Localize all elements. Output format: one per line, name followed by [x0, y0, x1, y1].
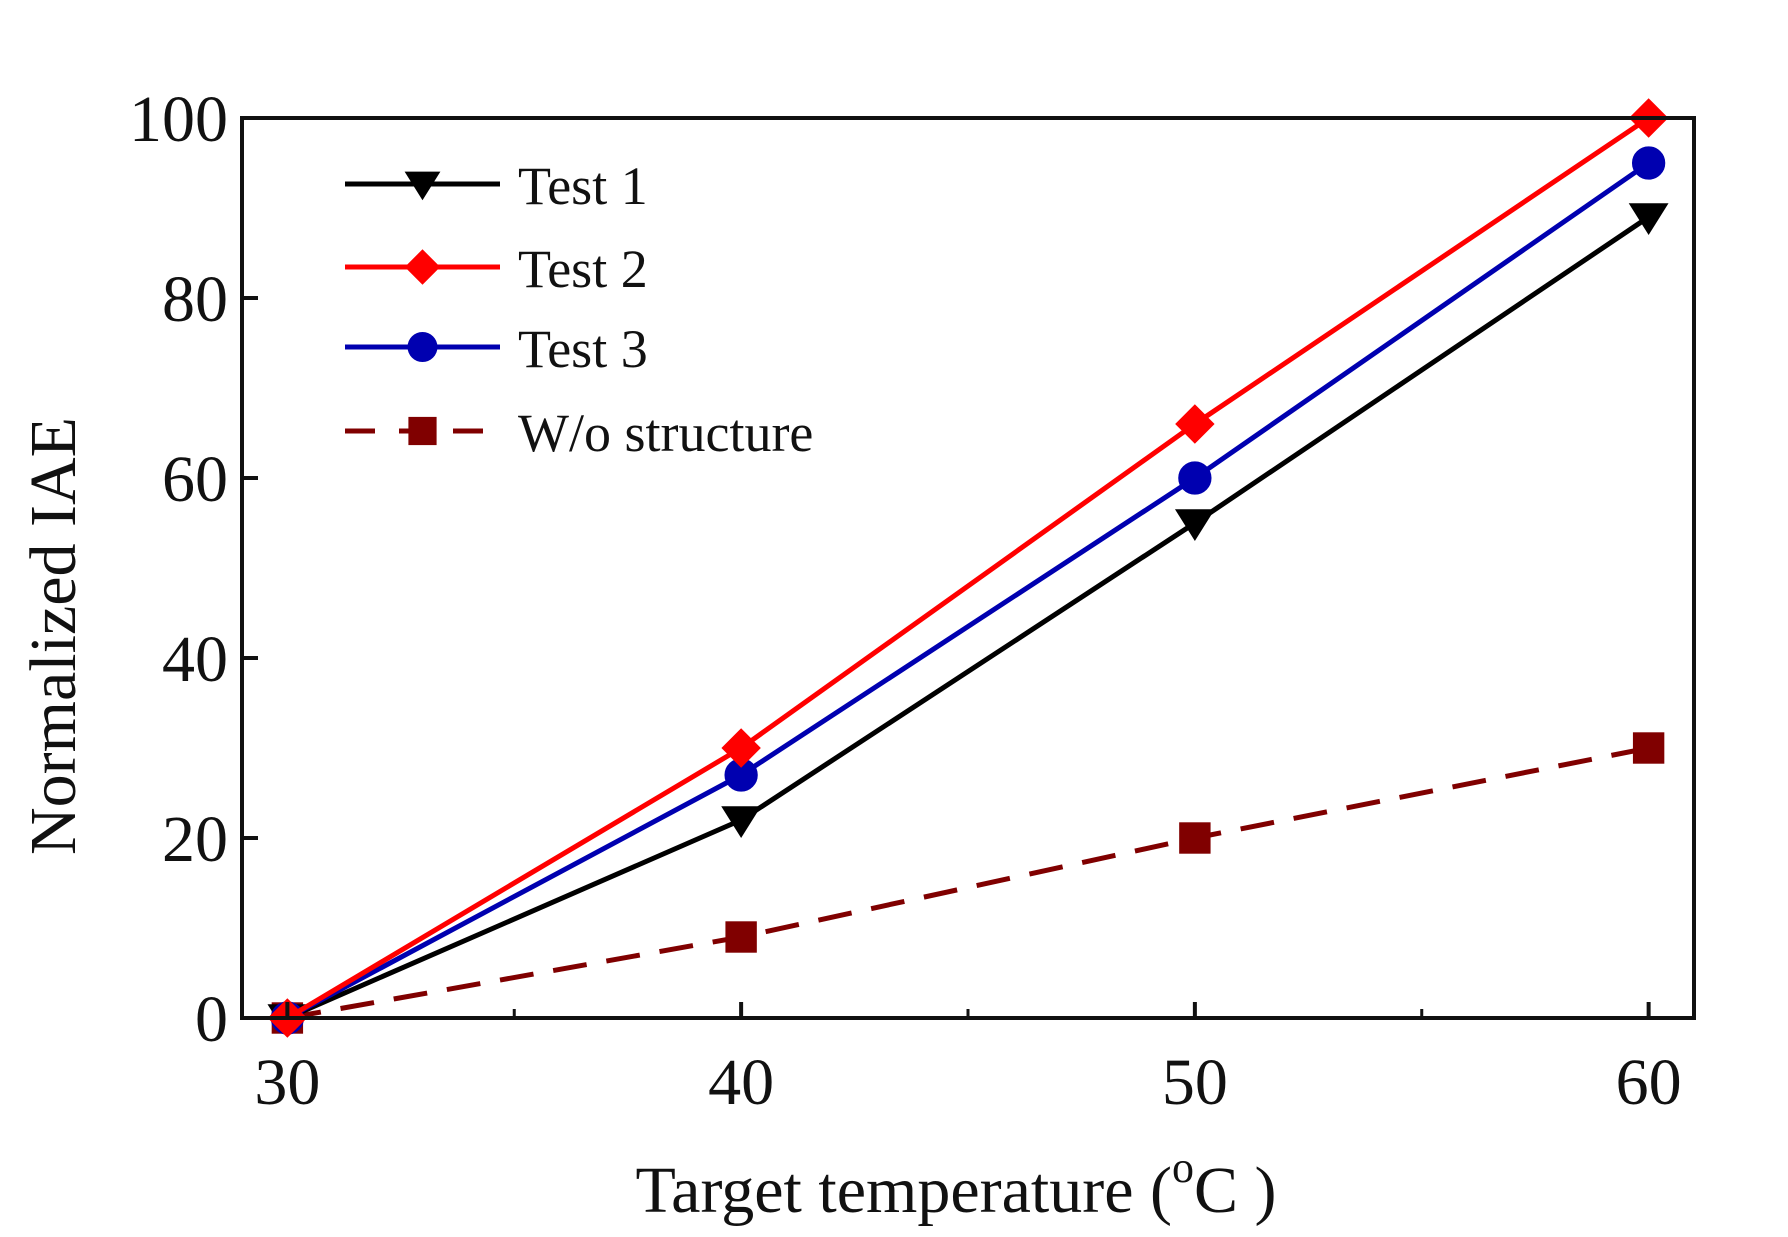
y-tick-label: 60: [162, 443, 228, 516]
data-point: [721, 806, 762, 839]
y-tick-label: 40: [162, 623, 228, 696]
legend-label: Test 1: [518, 156, 648, 216]
legend-marker: [404, 249, 441, 285]
legend-item: W/o structure: [345, 403, 813, 463]
tick-layer: 30 40 50 60 0 20 40 60 80 100: [129, 83, 1682, 1119]
data-point: [1175, 404, 1215, 444]
legend-label: Test 3: [518, 319, 648, 379]
x-tick-label: 60: [1616, 1046, 1682, 1119]
data-point: [721, 728, 761, 768]
x-axis-title-unit: C ): [1194, 1154, 1277, 1227]
legend-marker: [408, 416, 437, 446]
legend-marker: [404, 171, 441, 201]
series-line: [286, 115, 1651, 1021]
data-point: [1632, 732, 1665, 764]
x-axis-title-degree: o: [1172, 1143, 1194, 1192]
y-tick-label: 100: [129, 83, 228, 156]
series-line: [286, 160, 1651, 1021]
series-layer: [267, 98, 1669, 1038]
legend-label: W/o structure: [518, 403, 813, 463]
y-tick-label: 0: [195, 983, 228, 1056]
data-point: [1628, 203, 1669, 236]
x-axis-title: Target temperature (oC ): [635, 1143, 1276, 1227]
data-point: [1179, 822, 1211, 854]
y-tick-label: 20: [162, 803, 228, 876]
x-tick-label: 40: [708, 1046, 774, 1119]
legend-item: Test 1: [345, 156, 648, 216]
y-axis-title: Normalized IAE: [17, 417, 90, 855]
data-point: [1631, 146, 1666, 180]
plot-frame: [240, 116, 1696, 1020]
data-point: [725, 921, 757, 953]
legend: Test 1 Test 2 Test 3 W/o structure: [345, 156, 813, 463]
x-tick-label: 30: [254, 1046, 320, 1119]
legend-marker: [407, 332, 438, 362]
data-point: [1178, 461, 1212, 495]
legend-label: Test 2: [518, 239, 648, 299]
x-axis-title-main: Target temperature (: [635, 1154, 1172, 1227]
series-line: [286, 214, 1651, 1021]
y-tick-label: 80: [162, 263, 228, 336]
legend-item: Test 2: [345, 239, 648, 299]
series-line: [286, 745, 1650, 1021]
x-tick-label: 50: [1162, 1046, 1228, 1119]
legend-item: Test 3: [345, 319, 648, 379]
data-point: [1174, 509, 1215, 542]
